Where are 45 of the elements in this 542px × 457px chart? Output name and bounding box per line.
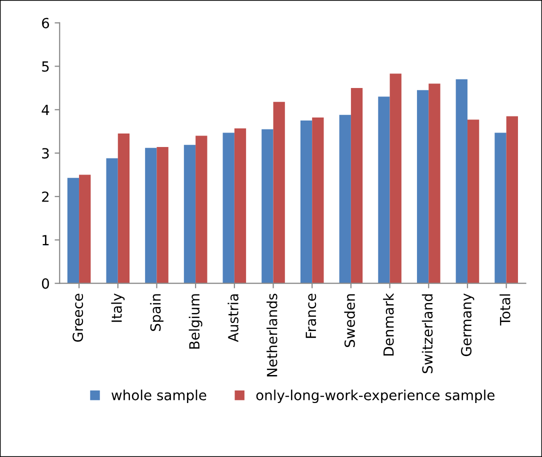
y-tick-label: 0 <box>42 278 49 289</box>
legend-label: only-long-work-experience sample <box>256 390 494 404</box>
bar <box>156 147 168 284</box>
legend-label: whole sample <box>112 390 206 404</box>
bar <box>467 120 480 284</box>
bar <box>273 102 285 284</box>
x-tick-label: Sweden <box>344 294 355 348</box>
x-tick-label: Spain <box>150 294 164 331</box>
bar <box>79 174 91 284</box>
bar <box>184 144 196 284</box>
bar <box>390 74 402 284</box>
bar <box>378 96 390 284</box>
bar <box>506 116 518 284</box>
bar <box>300 120 312 284</box>
bar <box>494 132 506 284</box>
y-tick-label: 2 <box>42 191 49 202</box>
bar <box>145 148 157 284</box>
y-tick-label: 4 <box>42 104 50 115</box>
bar <box>339 114 351 284</box>
y-tick-label: 5 <box>42 61 49 72</box>
x-tick-label: Netherlands <box>266 294 278 376</box>
bar <box>456 79 468 284</box>
x-tick-label: Italy <box>111 293 125 322</box>
y-tick-label: 1 <box>42 235 49 246</box>
bar <box>196 136 208 284</box>
bar <box>222 132 234 284</box>
x-tick-label: Belgium <box>188 294 202 349</box>
bar <box>416 90 429 284</box>
bar <box>106 158 118 284</box>
x-tick-label: Austria <box>228 294 238 342</box>
y-tick-label: 3 <box>42 148 49 159</box>
bar <box>350 88 363 284</box>
x-tick-label: Switzerland <box>422 294 433 374</box>
x-tick-label: Total <box>500 294 510 326</box>
bar <box>428 84 440 284</box>
x-tick-label: Greece <box>72 294 84 342</box>
bar <box>67 178 80 284</box>
y-tick-label: 6 <box>42 18 50 28</box>
x-tick-label: Denmark <box>383 293 394 356</box>
bar <box>262 129 274 284</box>
bar <box>312 117 324 284</box>
x-tick-label: France <box>306 294 316 338</box>
bar <box>118 134 130 284</box>
x-tick-label: Germany <box>461 293 474 356</box>
bar <box>234 128 246 284</box>
